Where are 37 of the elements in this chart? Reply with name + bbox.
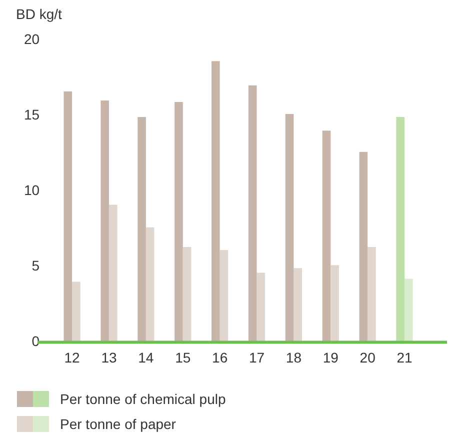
y-tick-label: 15 xyxy=(24,106,40,122)
bar xyxy=(248,85,257,342)
x-tick-label: 14 xyxy=(138,349,154,366)
y-tick-label: 5 xyxy=(32,258,40,274)
x-tick-label: 16 xyxy=(212,349,228,366)
x-tick-label: 18 xyxy=(286,349,302,366)
bar xyxy=(64,91,72,342)
bar xyxy=(368,247,376,342)
x-tick-label: 19 xyxy=(322,349,339,366)
bar xyxy=(294,268,302,342)
y-tick-label: 10 xyxy=(24,182,40,198)
legend-label: Per tonne of chemical pulp xyxy=(60,390,226,406)
bar xyxy=(108,204,118,342)
x-tick-label: 12 xyxy=(64,349,80,366)
bar xyxy=(220,250,228,342)
x-tick-label: 15 xyxy=(175,349,191,366)
x-tick-label: 13 xyxy=(101,349,117,366)
bar xyxy=(396,117,405,342)
bar xyxy=(322,130,331,342)
legend-label: Per tonne of paper xyxy=(60,416,176,432)
bar xyxy=(100,100,109,342)
x-tick-label: 20 xyxy=(360,349,376,366)
bar xyxy=(256,272,266,342)
x-tick-label: 21 xyxy=(396,349,413,366)
bar xyxy=(174,102,183,342)
y-tick-label: 20 xyxy=(24,30,40,47)
bar xyxy=(285,114,294,342)
y-axis-title: BD kg/t xyxy=(16,6,62,22)
bar xyxy=(404,278,413,342)
bar xyxy=(138,117,146,342)
bar xyxy=(359,152,368,342)
x-tick-label: 17 xyxy=(248,349,265,366)
bar xyxy=(72,282,80,342)
bar xyxy=(182,247,192,342)
bar xyxy=(212,61,220,342)
bar xyxy=(330,265,339,342)
bar xyxy=(146,227,154,342)
